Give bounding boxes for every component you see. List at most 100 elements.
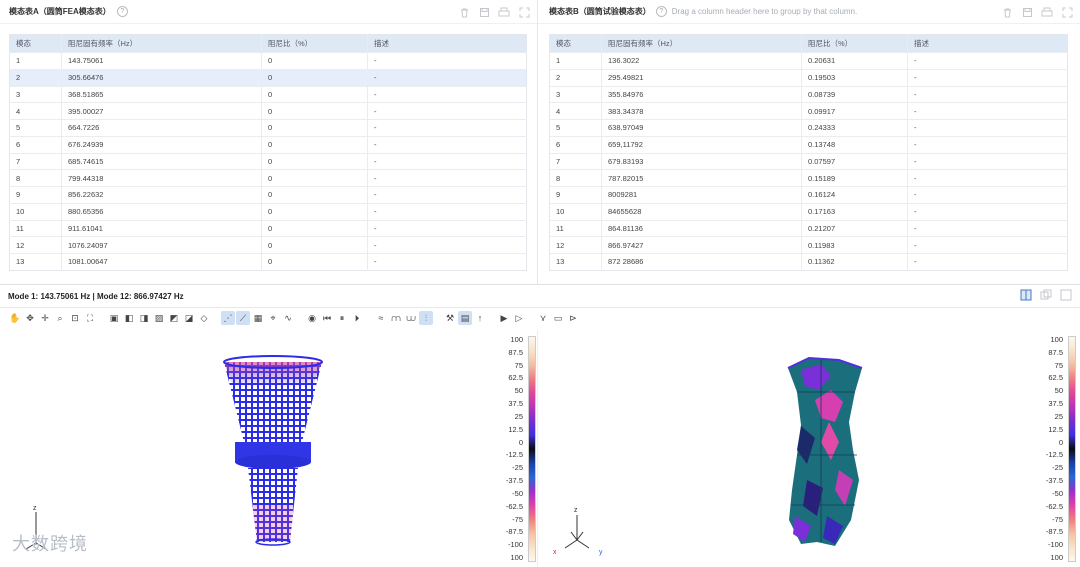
legend-tick-label: -87.5	[1045, 527, 1063, 537]
export-icon[interactable]: ⊳	[569, 312, 577, 323]
table-row[interactable]: 3 355.84976 0.08739-	[549, 85, 1068, 103]
table-row[interactable]: 12 1076.24097 0-	[9, 236, 527, 254]
move-icon[interactable]: ✥	[26, 312, 34, 323]
view-bottom-icon[interactable]: ◪	[184, 312, 194, 323]
view-front-icon[interactable]: ▣	[109, 312, 119, 323]
split-view-icon[interactable]	[1020, 289, 1032, 303]
table-row[interactable]: 7 679.83193 0.07597-	[549, 152, 1068, 170]
pan-icon[interactable]: ✛	[41, 312, 49, 323]
table-row[interactable]: 2 305.66476 0-	[9, 68, 527, 86]
fea-mode-viewport[interactable]: z	[0, 330, 538, 567]
column-header-frequency[interactable]: 阻尼固有频率（Hz）	[601, 34, 802, 53]
test-mode-viewport[interactable]: z x y	[539, 330, 1080, 567]
arrow-up-icon[interactable]: ↑	[477, 313, 483, 323]
pause-icon[interactable]: ⏸	[339, 312, 345, 323]
maximize-icon[interactable]	[1060, 289, 1072, 303]
record-icon[interactable]: ◉	[308, 312, 316, 323]
view-iso-icon[interactable]: ◇	[200, 312, 208, 323]
legend-tick-label: 12.5	[508, 424, 523, 434]
table-row[interactable]: 7 685.74615 0-	[9, 152, 527, 170]
edit-shape-icon[interactable]: ⟋	[236, 311, 250, 325]
vector-icon[interactable]: ⋎	[539, 312, 547, 323]
table-header-row: 模态 阻尼固有频率（Hz） 阻尼比（%） 描述	[9, 34, 527, 53]
view-right-icon[interactable]: ▨	[154, 312, 164, 323]
table-row[interactable]: 5 638.97049 0.24333-	[549, 119, 1068, 137]
cell-frequency: 395.00027	[61, 102, 262, 120]
animate-2-icon[interactable]: ▷	[515, 312, 523, 323]
tool-icon[interactable]: ⚒	[445, 312, 455, 323]
wireframe-icon[interactable]: ⋰	[221, 311, 235, 325]
table-row[interactable]: 11 911.61041 0-	[9, 219, 527, 237]
table-icon[interactable]: ▤	[458, 311, 472, 325]
print-icon[interactable]	[497, 5, 511, 19]
table-row[interactable]: 4 395.00027 0-	[9, 102, 527, 120]
column-header-mode[interactable]: 模态	[549, 34, 602, 53]
camera-icon[interactable]: ⌖	[270, 312, 276, 323]
column-header-damping[interactable]: 阻尼比（%）	[801, 34, 908, 53]
trash-icon[interactable]	[1000, 5, 1014, 19]
play-back-icon[interactable]: ⏮	[322, 312, 332, 323]
trash-icon[interactable]	[457, 5, 471, 19]
legend-tick-label: -75	[512, 514, 523, 524]
legend-tick-label: 25	[1054, 411, 1063, 421]
print-icon[interactable]	[1040, 5, 1054, 19]
column-header-damping[interactable]: 阻尼比（%）	[261, 34, 368, 53]
table-row[interactable]: 6 659,11792 0.13748-	[549, 135, 1068, 153]
hand-icon[interactable]: ✋	[9, 312, 21, 323]
view-back-icon[interactable]: ◧	[124, 312, 134, 323]
column-header-description[interactable]: 描述	[367, 34, 527, 53]
zoom-box-icon[interactable]: ⊡	[71, 312, 79, 323]
surface-icon[interactable]: ▦	[253, 312, 263, 323]
save-icon[interactable]	[477, 5, 491, 19]
table-row[interactable]: 8 799.44318 0-	[9, 169, 527, 187]
table-row[interactable]: 9 8009281 0.16124-	[549, 186, 1068, 204]
table-row[interactable]: 13 872 28686 0.11362-	[549, 253, 1068, 271]
cell-frequency: 638.97049	[601, 119, 802, 137]
table-row[interactable]: 3 368.51865 0-	[9, 85, 527, 103]
table-row[interactable]: 8 787.82015 0.15189-	[549, 169, 1068, 187]
table-row[interactable]: 11 864.81136 0.21207-	[549, 219, 1068, 237]
cell-damping: 0	[261, 102, 368, 120]
column-header-frequency[interactable]: 阻尼固有频率（Hz）	[61, 34, 262, 53]
help-icon[interactable]: ?	[116, 6, 128, 17]
animate-1-icon[interactable]: ▶	[500, 312, 508, 323]
table-row[interactable]: 9 856.22632 0-	[9, 186, 527, 204]
zoom-icon[interactable]: ⌕	[57, 312, 63, 323]
wave-icon[interactable]: ∿	[284, 312, 292, 323]
help-icon[interactable]: ?	[655, 6, 667, 17]
fea-pane-header: 模态表A（圆筒FEA模态表） ?	[0, 0, 537, 24]
view-left-icon[interactable]: ◨	[139, 312, 149, 323]
expand-icon[interactable]	[1060, 5, 1074, 19]
cell-damping: 0.09917	[801, 102, 908, 120]
save-icon[interactable]	[1020, 5, 1034, 19]
table-row[interactable]: 10 84655628 0.17163-	[549, 202, 1068, 220]
expand-icon[interactable]	[517, 5, 531, 19]
cell-frequency: 872 28686	[601, 253, 802, 271]
restore-icon[interactable]	[1040, 289, 1052, 303]
table-row[interactable]: 4 383.34378 0.09917-	[549, 102, 1068, 120]
shape-2-icon[interactable]: ⩋	[391, 312, 401, 323]
table-row[interactable]: 1 136.3022 0.20631-	[549, 52, 1068, 70]
table-row[interactable]: 12 866.97427 0.11983-	[549, 236, 1068, 254]
cell-frequency: 295.49821	[601, 68, 802, 86]
table-row[interactable]: 13 1081.00647 0-	[9, 253, 527, 271]
shape-4-icon[interactable]: ⫶	[419, 311, 433, 325]
column-header-description[interactable]: 描述	[907, 34, 1068, 53]
table-row[interactable]: 5 664.7226 0-	[9, 119, 527, 137]
cell-frequency: 787.82015	[601, 169, 802, 187]
cell-description: -	[367, 253, 527, 271]
shape-1-icon[interactable]: ≈	[378, 313, 384, 323]
table-row[interactable]: 10 880.65356 0-	[9, 202, 527, 220]
shape-3-icon[interactable]: ⩊	[406, 312, 416, 323]
cell-description: -	[367, 135, 527, 153]
cell-damping: 0.24333	[801, 119, 908, 137]
view-top-icon[interactable]: ◩	[169, 312, 179, 323]
column-header-mode[interactable]: 模态	[9, 34, 62, 53]
table-row[interactable]: 2 295.49821 0.19503-	[549, 68, 1068, 86]
table-row[interactable]: 1 143.75061 0-	[9, 52, 527, 70]
cell-frequency: 911.61041	[61, 219, 262, 237]
fit-icon[interactable]: ⛶	[86, 312, 94, 323]
table-row[interactable]: 6 676.24939 0-	[9, 135, 527, 153]
play-icon[interactable]: ⏵	[354, 312, 360, 323]
image-icon[interactable]: ▭	[553, 312, 563, 323]
